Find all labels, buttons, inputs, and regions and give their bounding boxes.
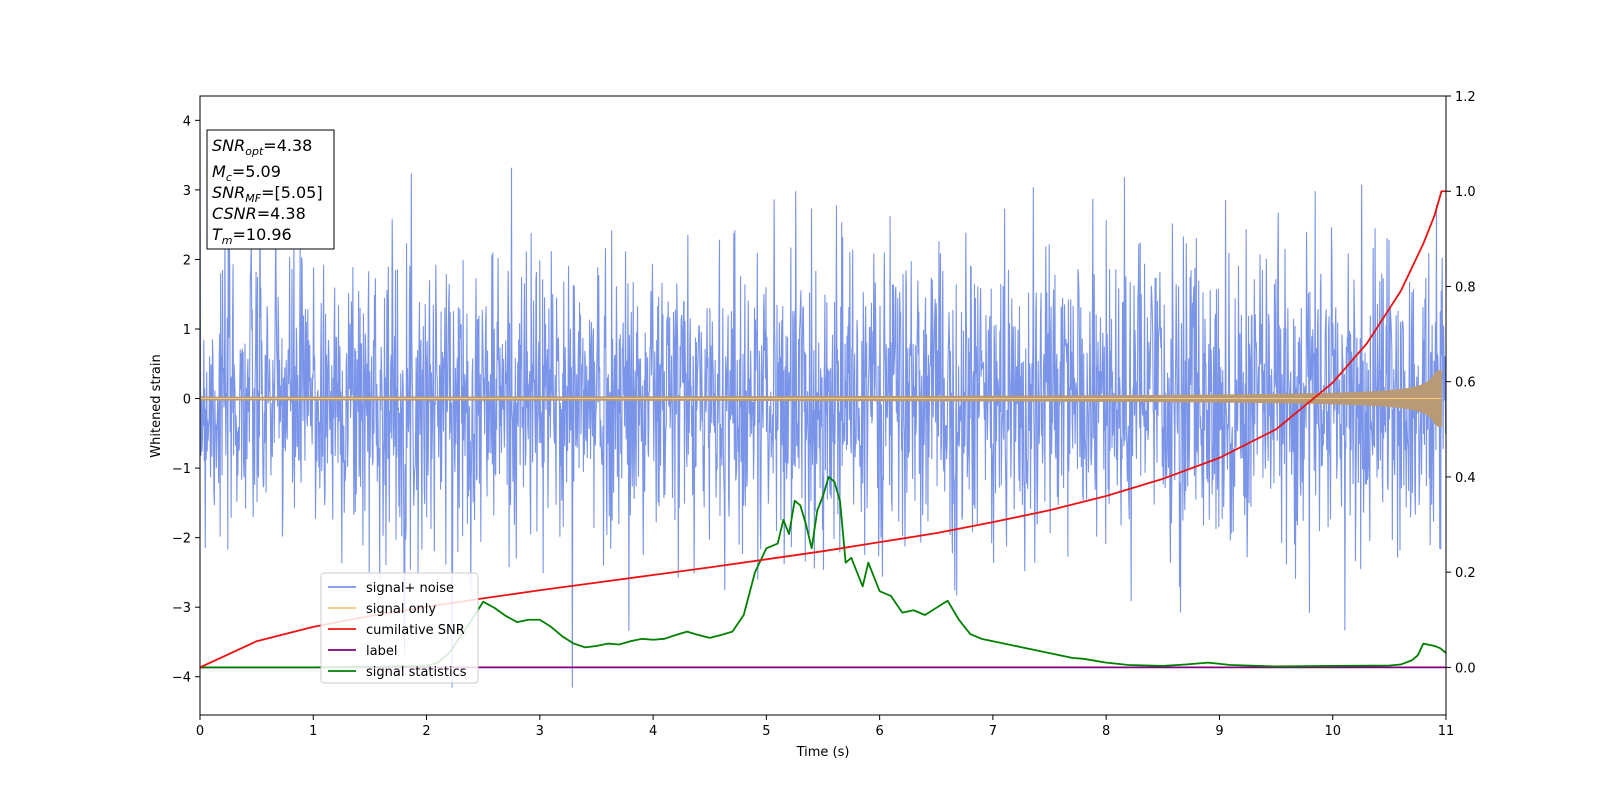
stat-line: Tm=10.96 <box>212 225 292 247</box>
y-tick-label: 2 <box>183 253 191 268</box>
y2-tick-label: 1.2 <box>1455 90 1476 105</box>
y-tick-label: 1 <box>183 323 191 338</box>
x-tick-label: 9 <box>1215 724 1223 739</box>
plot-frame <box>199 95 1447 716</box>
y2-tick-label: 0.4 <box>1455 471 1476 486</box>
stat-line: Mc=5.09 <box>212 162 281 184</box>
legend: signal+ noise signal only cumilative SNR la… <box>320 572 479 684</box>
y-tick-label: 4 <box>183 114 191 129</box>
y-tick-label: −1 <box>172 462 191 477</box>
x-tick-label: 10 <box>1324 724 1341 739</box>
x-tick-label: 8 <box>1102 724 1110 739</box>
x-tick-label: 1 <box>309 724 317 739</box>
legend-label: label <box>366 644 397 659</box>
y2-tick-label: 0.6 <box>1455 376 1476 391</box>
x-tick-label: 2 <box>422 724 430 739</box>
legend-label: signal statistics <box>366 665 467 680</box>
y2-tick-label: 0.0 <box>1455 661 1476 676</box>
x-tick-label: 7 <box>989 724 997 739</box>
y2-tick-label: 0.8 <box>1455 280 1476 295</box>
x-tick-label: 3 <box>536 724 544 739</box>
x-axis-label: Time (s) <box>796 745 850 760</box>
y-tick-label: −3 <box>172 601 191 616</box>
x-tick-label: 11 <box>1438 724 1455 739</box>
y-tick-label: 3 <box>183 184 191 199</box>
x-tick-label: 0 <box>196 724 204 739</box>
y-axis-label: Whitened strain <box>149 354 164 457</box>
stat-line: CSNR=4.38 <box>212 204 306 223</box>
y-tick-label: −4 <box>172 671 191 686</box>
stat-line: SNRMF=[5.05] <box>212 183 323 205</box>
x-tick-label: 5 <box>762 724 770 739</box>
legend-label: signal+ noise <box>366 581 454 596</box>
stat-line: SNRopt=4.38 <box>212 136 312 158</box>
y2-tick-label: 1.0 <box>1455 185 1476 200</box>
y2-tick-label: 0.2 <box>1455 566 1476 581</box>
y-tick-label: −2 <box>172 532 191 547</box>
x-tick-label: 4 <box>649 724 657 739</box>
series-signal-noise <box>200 123 1446 688</box>
y-tick-label: 0 <box>183 393 191 408</box>
series-signal-statistics <box>200 476 1446 669</box>
legend-label: cumilative SNR <box>366 623 465 638</box>
x-tick-label: 6 <box>875 724 883 739</box>
legend-label: signal only <box>366 602 436 617</box>
